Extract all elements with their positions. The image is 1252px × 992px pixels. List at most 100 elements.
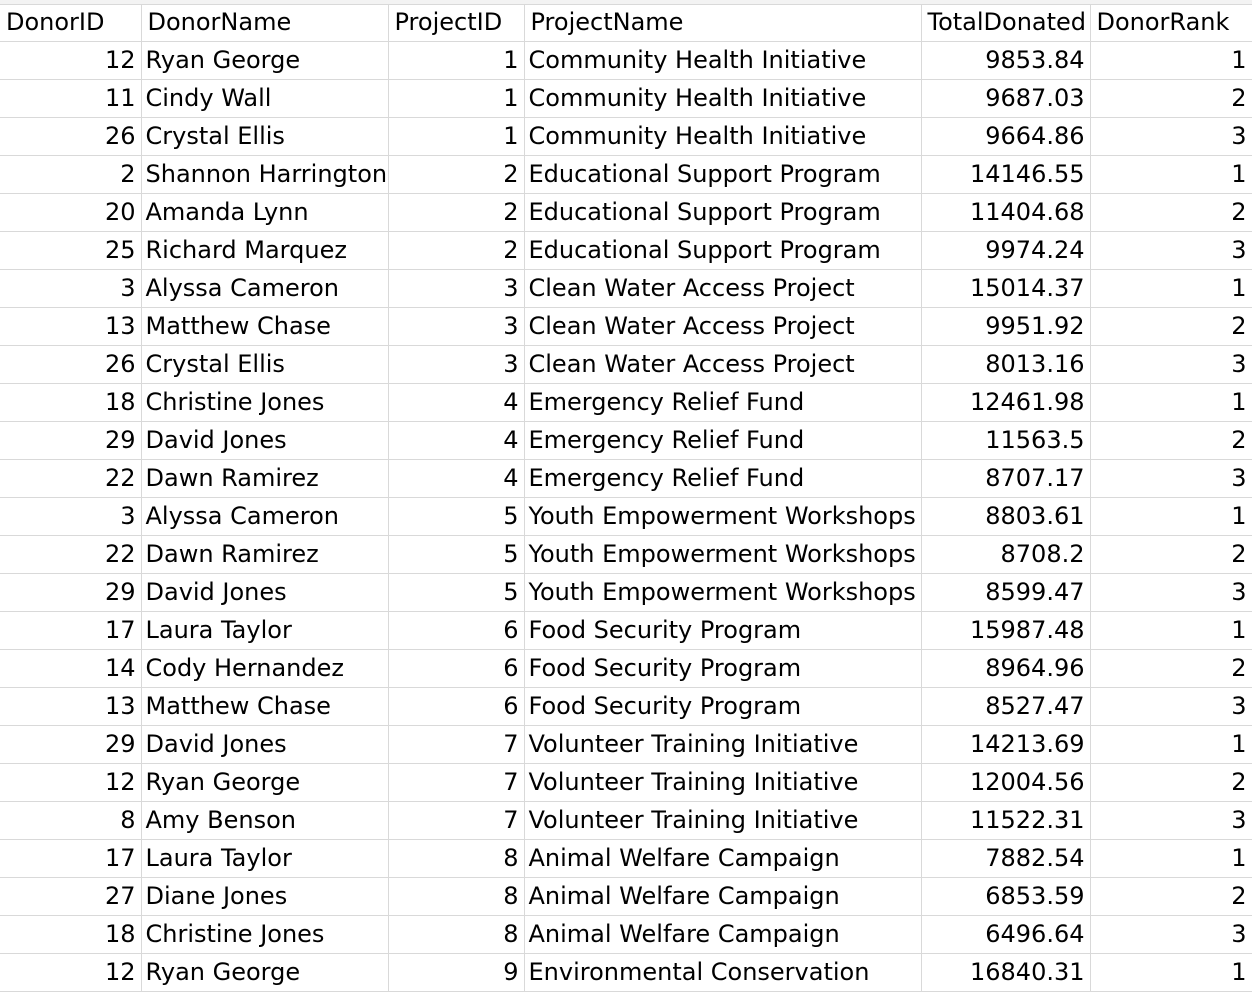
cell-donorrank[interactable]: 2 (1090, 421, 1252, 460)
cell-projectid[interactable]: 3 (388, 307, 525, 346)
cell-donorid[interactable]: 20 (0, 193, 142, 232)
cell-totaldonated[interactable]: 15014.37 (921, 269, 1091, 308)
cell-donorid[interactable]: 18 (0, 915, 142, 954)
cell-projectid[interactable]: 6 (388, 611, 525, 650)
cell-donorname[interactable]: Christine Jones (141, 383, 389, 422)
header-cell-projectname[interactable]: ProjectName (524, 4, 922, 42)
cell-totaldonated[interactable]: 15987.48 (921, 611, 1091, 650)
cell-projectid[interactable]: 7 (388, 763, 525, 802)
cell-donorid[interactable]: 14 (0, 649, 142, 688)
cell-donorid[interactable]: 26 (0, 117, 142, 156)
cell-projectname[interactable]: Volunteer Training Initiative (524, 801, 922, 840)
cell-projectid[interactable]: 7 (388, 801, 525, 840)
cell-donorrank[interactable]: 3 (1090, 459, 1252, 498)
cell-projectid[interactable]: 5 (388, 497, 525, 536)
cell-totaldonated[interactable]: 14213.69 (921, 725, 1091, 764)
header-cell-donorid[interactable]: DonorID (0, 4, 142, 42)
cell-projectname[interactable]: Emergency Relief Fund (524, 459, 922, 498)
cell-projectname[interactable]: Clean Water Access Project (524, 269, 922, 308)
cell-projectid[interactable]: 8 (388, 839, 525, 878)
cell-donorname[interactable]: Alyssa Cameron (141, 269, 389, 308)
cell-donorrank[interactable]: 2 (1090, 763, 1252, 802)
cell-totaldonated[interactable]: 9664.86 (921, 117, 1091, 156)
cell-projectname[interactable]: Clean Water Access Project (524, 345, 922, 384)
cell-projectid[interactable]: 6 (388, 649, 525, 688)
cell-donorrank[interactable]: 3 (1090, 117, 1252, 156)
cell-totaldonated[interactable]: 8013.16 (921, 345, 1091, 384)
cell-projectname[interactable]: Youth Empowerment Workshops (524, 497, 922, 536)
cell-donorrank[interactable]: 2 (1090, 307, 1252, 346)
cell-donorid[interactable]: 13 (0, 307, 142, 346)
cell-donorid[interactable]: 2 (0, 155, 142, 194)
cell-totaldonated[interactable]: 8803.61 (921, 497, 1091, 536)
cell-donorid[interactable]: 29 (0, 421, 142, 460)
cell-donorname[interactable]: Christine Jones (141, 915, 389, 954)
cell-projectid[interactable]: 3 (388, 345, 525, 384)
cell-totaldonated[interactable]: 8707.17 (921, 459, 1091, 498)
cell-donorrank[interactable]: 1 (1090, 155, 1252, 194)
cell-donorname[interactable]: Laura Taylor (141, 839, 389, 878)
cell-donorname[interactable]: Matthew Chase (141, 687, 389, 726)
cell-totaldonated[interactable]: 9974.24 (921, 231, 1091, 270)
cell-donorid[interactable]: 29 (0, 573, 142, 612)
cell-totaldonated[interactable]: 11563.5 (921, 421, 1091, 460)
cell-projectname[interactable]: Educational Support Program (524, 193, 922, 232)
cell-totaldonated[interactable]: 9853.84 (921, 41, 1091, 80)
cell-donorid[interactable]: 26 (0, 345, 142, 384)
cell-projectname[interactable]: Animal Welfare Campaign (524, 877, 922, 916)
cell-donorrank[interactable]: 3 (1090, 231, 1252, 270)
cell-donorname[interactable]: Cindy Wall (141, 79, 389, 118)
cell-donorrank[interactable]: 2 (1090, 649, 1252, 688)
cell-projectname[interactable]: Food Security Program (524, 687, 922, 726)
header-cell-donorname[interactable]: DonorName (141, 4, 389, 42)
cell-donorid[interactable]: 27 (0, 877, 142, 916)
cell-projectname[interactable]: Community Health Initiative (524, 117, 922, 156)
cell-donorname[interactable]: Ryan George (141, 41, 389, 80)
cell-donorid[interactable]: 3 (0, 497, 142, 536)
cell-projectid[interactable]: 4 (388, 421, 525, 460)
cell-projectid[interactable]: 7 (388, 725, 525, 764)
cell-donorid[interactable]: 18 (0, 383, 142, 422)
cell-donorname[interactable]: Ryan George (141, 763, 389, 802)
cell-donorid[interactable]: 13 (0, 687, 142, 726)
cell-totaldonated[interactable]: 8527.47 (921, 687, 1091, 726)
cell-donorname[interactable]: Alyssa Cameron (141, 497, 389, 536)
cell-donorname[interactable]: David Jones (141, 421, 389, 460)
cell-donorid[interactable]: 29 (0, 725, 142, 764)
cell-donorrank[interactable]: 2 (1090, 535, 1252, 574)
cell-donorid[interactable]: 12 (0, 41, 142, 80)
cell-donorname[interactable]: David Jones (141, 573, 389, 612)
cell-projectid[interactable]: 6 (388, 687, 525, 726)
cell-projectname[interactable]: Emergency Relief Fund (524, 421, 922, 460)
cell-projectid[interactable]: 4 (388, 383, 525, 422)
cell-donorid[interactable]: 17 (0, 839, 142, 878)
cell-donorrank[interactable]: 2 (1090, 877, 1252, 916)
cell-projectid[interactable]: 2 (388, 155, 525, 194)
cell-donorid[interactable]: 17 (0, 611, 142, 650)
cell-donorname[interactable]: Cody Hernandez (141, 649, 389, 688)
cell-totaldonated[interactable]: 9951.92 (921, 307, 1091, 346)
cell-donorname[interactable]: Crystal Ellis (141, 345, 389, 384)
cell-donorname[interactable]: Amy Benson (141, 801, 389, 840)
cell-totaldonated[interactable]: 8964.96 (921, 649, 1091, 688)
cell-donorrank[interactable]: 1 (1090, 611, 1252, 650)
cell-projectname[interactable]: Animal Welfare Campaign (524, 839, 922, 878)
cell-totaldonated[interactable]: 12004.56 (921, 763, 1091, 802)
cell-donorrank[interactable]: 1 (1090, 269, 1252, 308)
cell-projectname[interactable]: Emergency Relief Fund (524, 383, 922, 422)
cell-projectname[interactable]: Educational Support Program (524, 155, 922, 194)
cell-totaldonated[interactable]: 7882.54 (921, 839, 1091, 878)
cell-projectname[interactable]: Community Health Initiative (524, 79, 922, 118)
cell-donorid[interactable]: 12 (0, 763, 142, 802)
cell-donorname[interactable]: Shannon Harrington (141, 155, 389, 194)
cell-donorrank[interactable]: 2 (1090, 193, 1252, 232)
cell-projectname[interactable]: Volunteer Training Initiative (524, 763, 922, 802)
cell-projectname[interactable]: Youth Empowerment Workshops (524, 573, 922, 612)
cell-projectname[interactable]: Community Health Initiative (524, 41, 922, 80)
cell-projectid[interactable]: 4 (388, 459, 525, 498)
cell-donorname[interactable]: Matthew Chase (141, 307, 389, 346)
cell-donorrank[interactable]: 1 (1090, 725, 1252, 764)
cell-projectid[interactable]: 2 (388, 193, 525, 232)
cell-donorrank[interactable]: 1 (1090, 497, 1252, 536)
cell-donorrank[interactable]: 1 (1090, 383, 1252, 422)
